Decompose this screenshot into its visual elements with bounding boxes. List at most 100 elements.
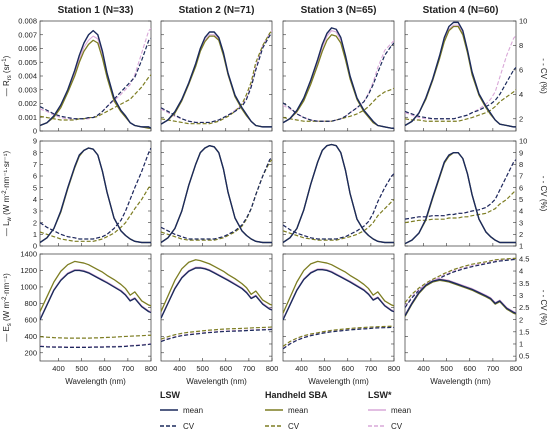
left-axis-label-part: ·nm⁻¹·sr⁻¹) bbox=[2, 151, 11, 191]
series-lsw-cv bbox=[283, 42, 394, 122]
panel-r3-s3: 400 500 600 700 800 bbox=[282, 253, 400, 373]
left-tick-label: 0 bbox=[33, 242, 37, 251]
right-tick-label: 5 bbox=[519, 195, 523, 204]
left-tick-label: 9 bbox=[33, 137, 37, 146]
series-lsw-cv bbox=[283, 173, 394, 240]
left-tick-label: 1000 bbox=[20, 283, 37, 292]
panels-layer: Station 1 (N=33) Station 2 (N=71) Station … bbox=[2, 5, 548, 386]
left-axis-label-row-1: — Rrs (sr-1) bbox=[2, 55, 13, 96]
right-tick-label: 10 bbox=[519, 17, 527, 26]
series-lsw-cv bbox=[40, 343, 151, 348]
series-lsw-mean bbox=[405, 278, 516, 317]
right-tick-label: 4 bbox=[519, 207, 523, 216]
panel-r2-s4: 1 2 3 4 5 6 7 8 9 10 bbox=[404, 137, 527, 251]
left-tick-label: 3 bbox=[33, 207, 37, 216]
panel-series bbox=[405, 151, 516, 245]
right-tick-label: 3.5 bbox=[519, 279, 529, 288]
x-tick-label: 700 bbox=[487, 364, 500, 373]
left-tick-label: 0.005 bbox=[18, 58, 37, 67]
x-axis-label-2: Wavelength (nm) bbox=[186, 377, 247, 386]
x-tick-label: 500 bbox=[75, 364, 88, 373]
x-tick-label: 500 bbox=[196, 364, 209, 373]
left-axis-label-part: -2 bbox=[2, 296, 8, 302]
x-tick-label: 600 bbox=[341, 364, 354, 373]
left-tick-label: 6 bbox=[33, 172, 37, 181]
left-tick-label: 0.003 bbox=[18, 85, 37, 94]
right-tick-label: 1.5 bbox=[519, 327, 529, 336]
left-axis-label-part: (W m bbox=[2, 195, 11, 217]
left-tick-label: 0.002 bbox=[18, 99, 37, 108]
panel-frame bbox=[39, 140, 152, 247]
panel-r1-s4: 2 4 6 8 10 bbox=[404, 17, 527, 132]
left-axis-label-part: w bbox=[7, 216, 13, 222]
series-lsw-star-mean bbox=[405, 278, 516, 316]
legend-label-lsw-mean: mean bbox=[183, 406, 203, 415]
left-axis-label-part: (W m bbox=[2, 302, 11, 324]
series-sba-cv bbox=[40, 184, 151, 242]
legend-label-lsw-star-mean: mean bbox=[391, 406, 411, 415]
series-lsw-cv bbox=[283, 326, 394, 350]
panel-r1-s1: 0 0.001 0.002 0.003 0.004 0.005 0.006 0.007 0.00… bbox=[18, 17, 152, 136]
right-tick-label: 4 bbox=[519, 90, 523, 99]
legend-heading-sba: Handheld SBA bbox=[265, 390, 328, 400]
left-tick-label: 200 bbox=[24, 348, 37, 357]
series-lsw-mean bbox=[283, 143, 394, 244]
left-tick-label: 0.004 bbox=[18, 72, 37, 81]
legend-label-sba-cv: CV bbox=[288, 422, 300, 431]
series-sba-cv bbox=[405, 257, 516, 304]
left-axis-label-part: ·nm⁻¹) bbox=[2, 273, 11, 297]
left-axis-label-part: — L bbox=[2, 221, 11, 236]
left-tick-label: 0.001 bbox=[18, 113, 37, 122]
x-axis-label-3: Wavelength (nm) bbox=[308, 377, 369, 386]
series-sba-cv bbox=[283, 325, 394, 347]
right-tick-label: 4.5 bbox=[519, 254, 529, 263]
right-tick-label: 8 bbox=[519, 41, 523, 50]
series-lsw-mean bbox=[283, 27, 394, 129]
x-tick-label: 800 bbox=[266, 364, 279, 373]
station-title-1: Station 1 (N=33) bbox=[58, 5, 134, 16]
right-tick-label: 10 bbox=[519, 137, 527, 146]
panel-r1-s2 bbox=[160, 20, 273, 132]
left-axis-label-row-2: — Lw (W m-2·nm⁻¹·sr⁻¹) bbox=[2, 151, 13, 237]
x-tick-label: 600 bbox=[219, 364, 232, 373]
series-lsw-star-cv bbox=[405, 35, 516, 120]
legend-layer: LSW mean CV Handheld SBA mean CV LSW* me… bbox=[160, 390, 411, 431]
series-sba-mean bbox=[405, 279, 516, 317]
left-axis-label-part: -1 bbox=[2, 58, 8, 64]
series-lsw-cv bbox=[161, 156, 272, 240]
panel-frame bbox=[404, 140, 517, 247]
left-axis-label-part: -2 bbox=[2, 190, 8, 196]
left-tick-label: 1200 bbox=[20, 266, 37, 275]
panel-r3-s2: 400 500 600 700 800 bbox=[160, 253, 279, 373]
panel-r3-s1: 200 400 600 800 1000 1200 1400 400 500 600 700 800 bbox=[20, 250, 157, 373]
left-axis-label-part: — R bbox=[2, 80, 11, 96]
series-lsw-mean bbox=[40, 147, 151, 244]
panel-series bbox=[161, 30, 272, 128]
x-tick-label: 600 bbox=[463, 364, 476, 373]
right-tick-label: 8 bbox=[519, 160, 523, 169]
series-sba-mean bbox=[40, 260, 151, 312]
series-lsw-mean bbox=[161, 267, 272, 319]
legend-heading-lsw: LSW bbox=[160, 390, 181, 400]
panel-series bbox=[40, 260, 151, 348]
panel-r2-s2 bbox=[160, 140, 273, 247]
left-tick-label: 0.007 bbox=[18, 30, 37, 39]
panel-r1-s3 bbox=[282, 20, 395, 132]
panel-r2-s1: 0 1 2 3 4 5 6 7 8 9 bbox=[33, 137, 152, 251]
right-tick-label: 2 bbox=[519, 114, 523, 123]
left-tick-label: 800 bbox=[24, 299, 37, 308]
series-lsw-mean bbox=[405, 151, 516, 245]
series-sba-cv bbox=[40, 74, 151, 121]
right-tick-label: 2 bbox=[519, 230, 523, 239]
series-lsw-mean bbox=[161, 144, 272, 244]
left-axis-label-row-3: — Es (W m-2·nm⁻¹) bbox=[2, 273, 13, 342]
right-tick-label: 6 bbox=[519, 65, 523, 74]
left-tick-label: 4 bbox=[33, 195, 37, 204]
series-lsw-mean bbox=[40, 29, 151, 129]
right-tick-label: 1 bbox=[519, 340, 523, 349]
x-tick-label: 400 bbox=[173, 364, 186, 373]
right-tick-label: 7 bbox=[519, 172, 523, 181]
panel-series bbox=[405, 21, 516, 128]
legend-label-lsw-star-cv: CV bbox=[391, 422, 403, 431]
x-axis-label-1: Wavelength (nm) bbox=[65, 377, 126, 386]
